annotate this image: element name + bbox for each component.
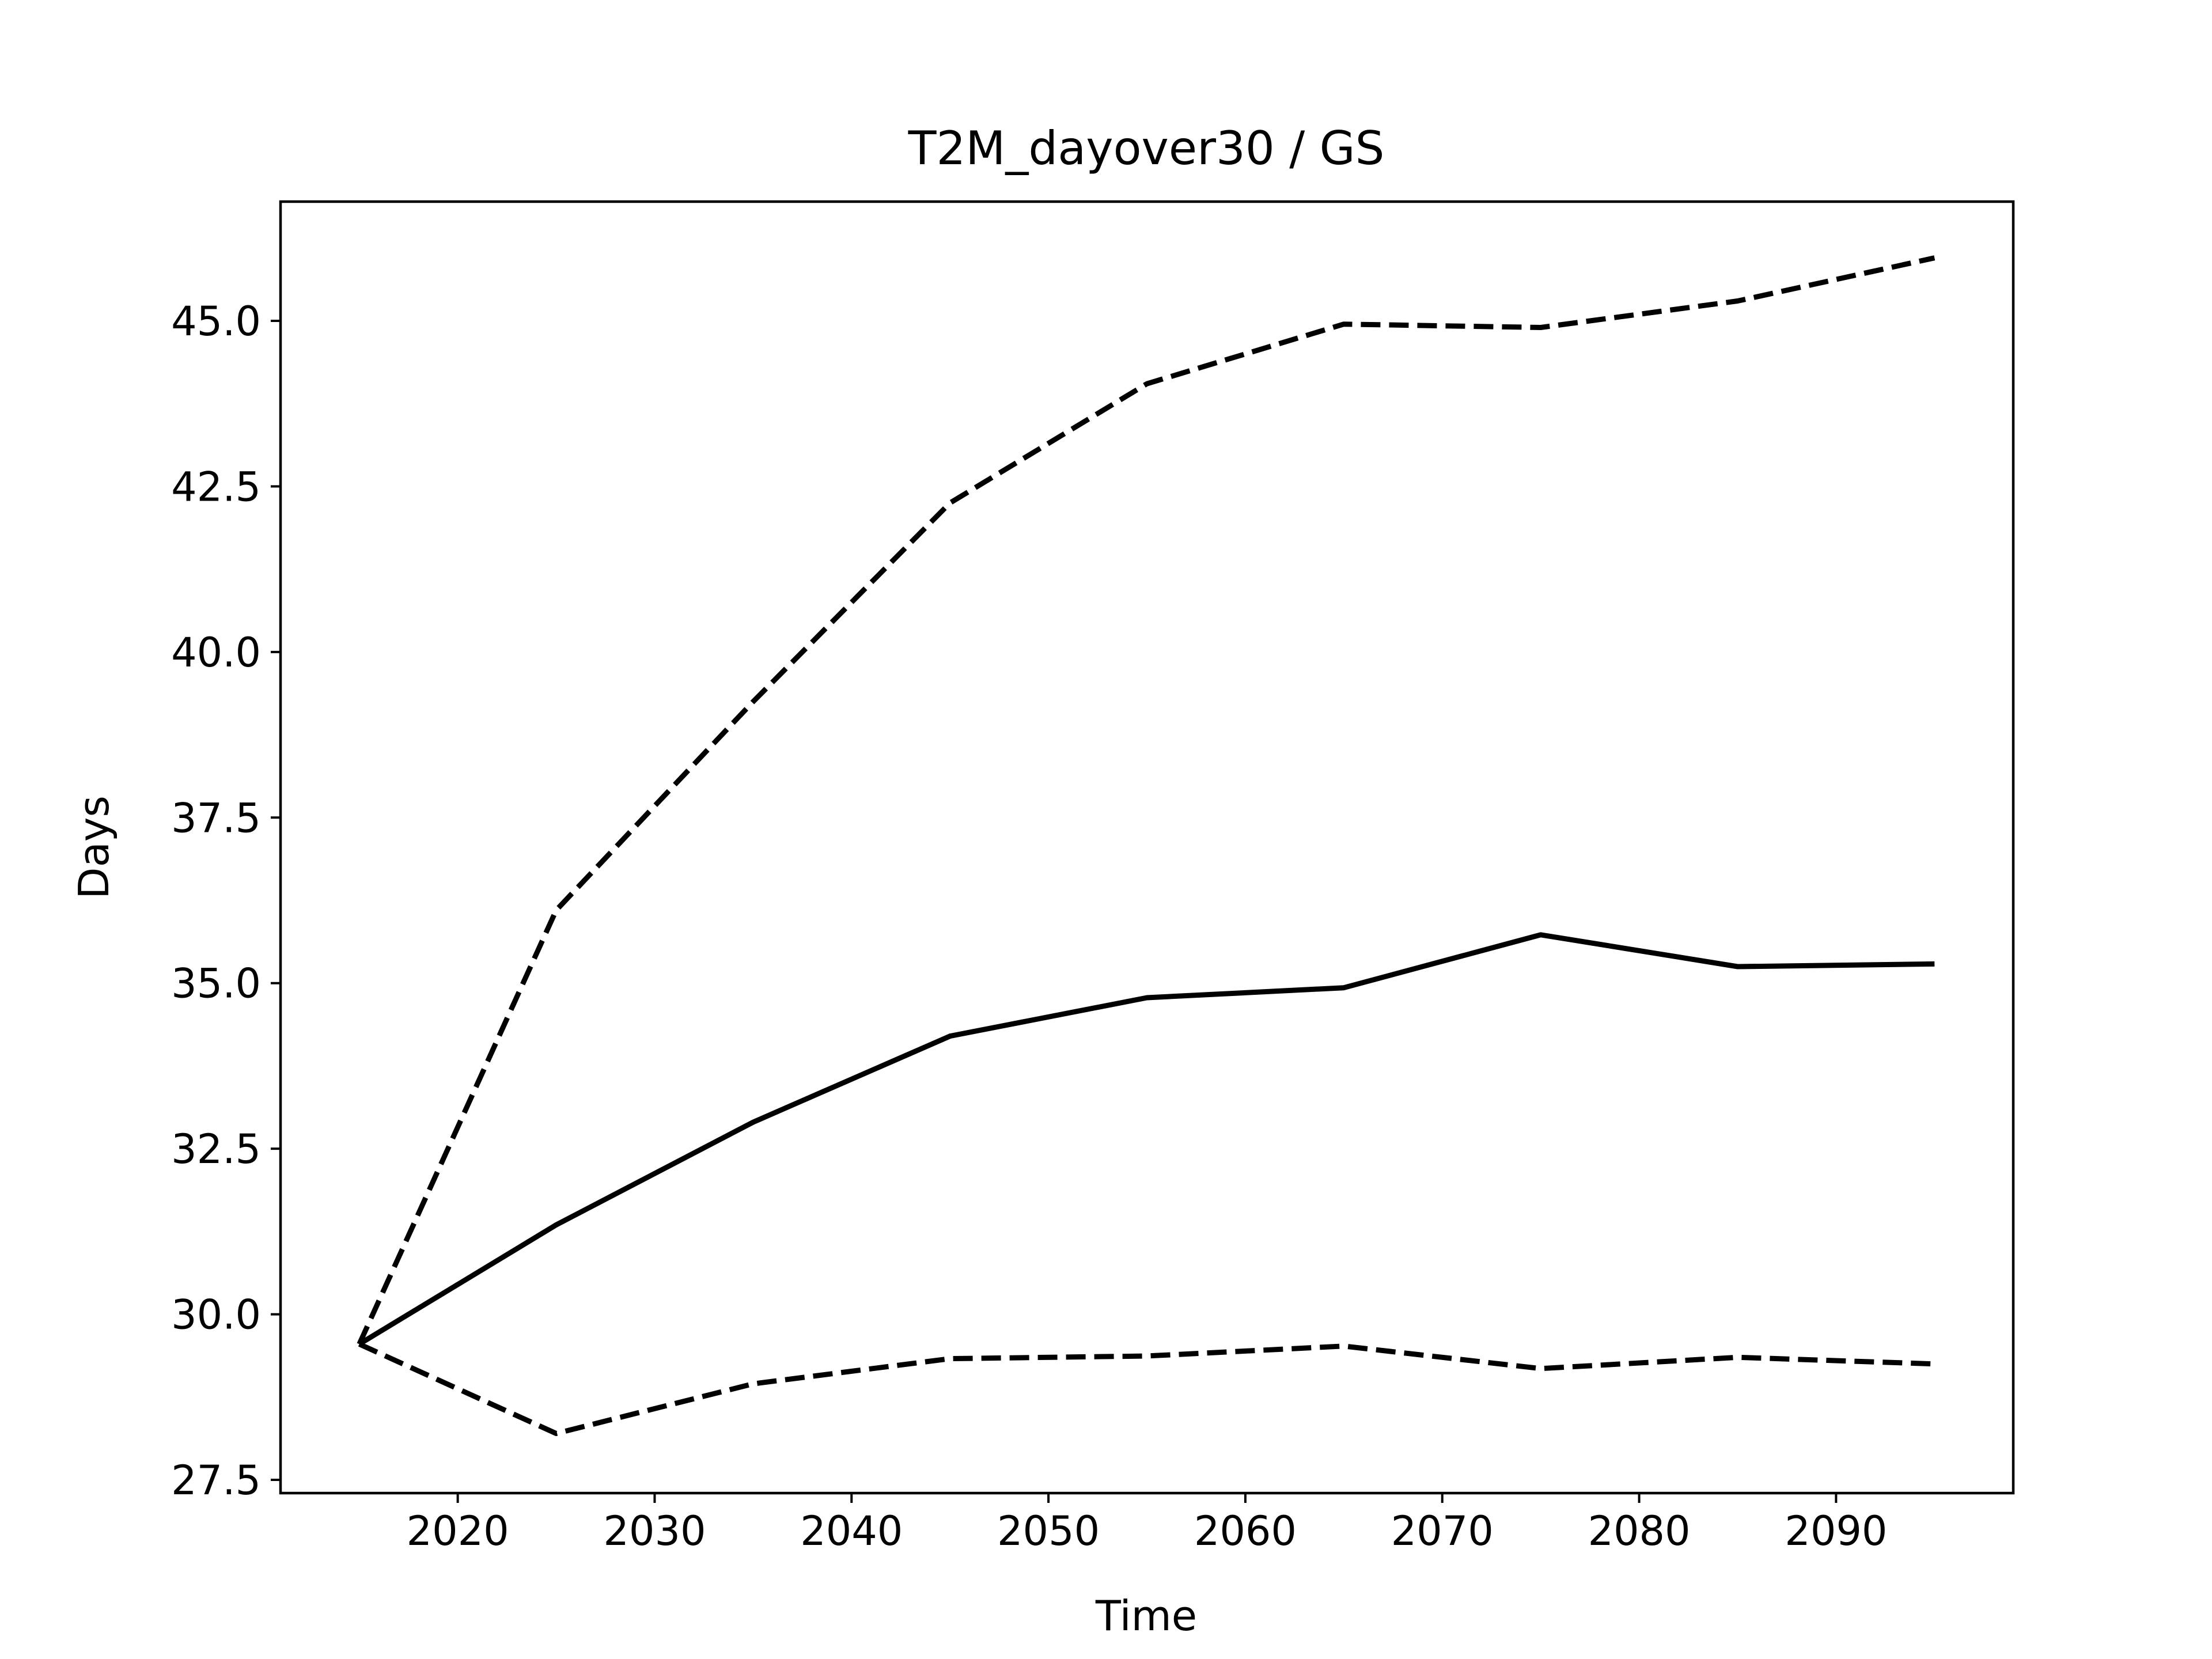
x-tick-label: 2070 [1391,1508,1494,1555]
x-tick-label: 2030 [603,1508,706,1555]
series-layer [357,255,1936,1436]
y-tick-label: 37.5 [171,794,261,842]
y-axis: 27.5 30.0 32.5 35.0 37.5 40.0 42.5 45.0 [171,298,281,1504]
y-axis-label: Days [70,796,118,899]
median-solid-line [358,932,1935,1347]
x-axis-label: Time [1095,1592,1197,1640]
y-tick-label: 40.0 [171,629,261,676]
y-tick-label: 30.0 [171,1291,261,1339]
x-tick-label: 2090 [1785,1508,1887,1555]
chart-title: T2M_dayover30 / GS [908,122,1385,175]
x-axis: 2020 2030 2040 2050 2060 2070 2080 2090 [407,1493,1887,1555]
x-tick-label: 2060 [1194,1508,1297,1555]
x-tick-label: 2040 [800,1508,903,1555]
y-tick-label: 45.0 [171,298,261,345]
lower-dashed-line [358,1342,1935,1436]
y-tick-label: 42.5 [171,463,261,510]
y-tick-label: 32.5 [171,1126,261,1173]
x-tick-label: 2020 [407,1508,509,1555]
x-tick-label: 2080 [1588,1508,1690,1555]
x-tick-label: 2050 [997,1508,1100,1555]
plot-frame [279,200,2015,1495]
y-tick-label: 27.5 [171,1457,261,1504]
upper-dashed-line [357,255,1936,1346]
y-tick-label: 35.0 [171,960,261,1007]
